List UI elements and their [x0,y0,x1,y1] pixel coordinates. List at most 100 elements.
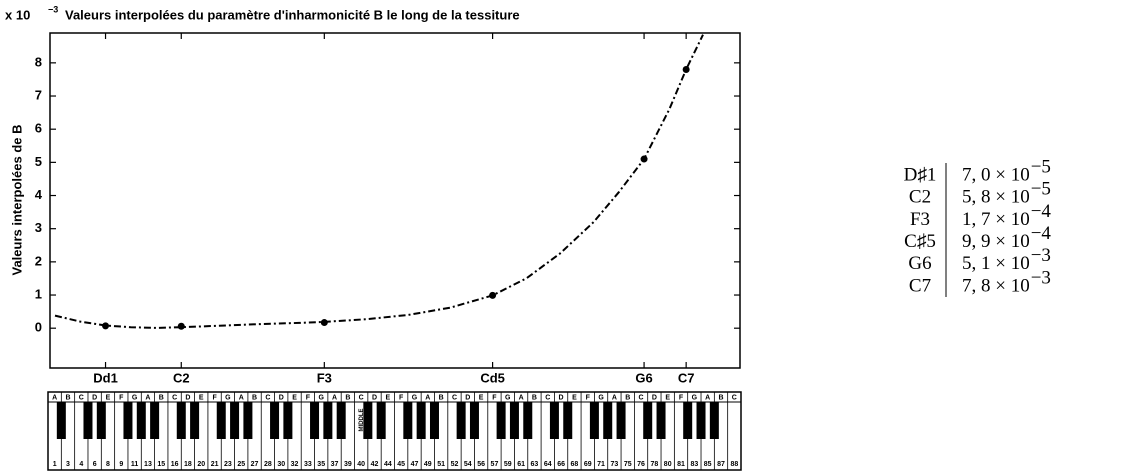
black-key [310,402,320,439]
key-number: 52 [451,461,459,468]
key-note: G [692,394,698,401]
key-note: G [412,394,418,401]
key-number: 40 [357,461,365,468]
black-key [709,402,719,439]
table-value: 7, 8 × 10 [962,275,1030,296]
key-note: C [639,394,644,401]
key-number: 80 [664,461,672,468]
key-note: B [625,394,630,401]
table-exponent: −3 [1031,267,1051,288]
key-number: 76 [637,461,645,468]
key-number: 88 [730,461,738,468]
key-number: 4 [79,461,83,468]
key-number: 75 [624,461,632,468]
key-note: F [679,394,684,401]
data-point [177,322,185,330]
black-key [243,402,253,439]
key-note: E [665,394,670,401]
key-note: A [239,394,244,401]
key-number: 63 [531,461,539,468]
key-number: 69 [584,461,592,468]
black-key [216,402,226,439]
data-point [640,155,648,163]
table-value: 1, 7 × 10 [962,209,1030,230]
key-number: 28 [264,461,272,468]
key-note: F [212,394,217,401]
key-note: C [732,394,737,401]
key-note: A [612,394,617,401]
key-number: 33 [304,461,312,468]
table-exponent: −4 [1031,201,1052,222]
y-tick-label: 4 [35,187,43,202]
y-tick-label: 6 [35,121,42,136]
black-key [376,402,386,439]
key-note: G [505,394,511,401]
table-note: G6 [908,253,931,274]
key-number: 9 [119,461,123,468]
table-note: C2 [909,187,931,208]
key-number: 8 [106,461,110,468]
x-tick-label: Dd1 [93,370,118,385]
black-key [616,402,626,439]
black-key [83,402,93,439]
key-number: 57 [491,461,499,468]
black-key [509,402,519,439]
black-key [696,402,706,439]
key-note: B [532,394,537,401]
black-key [363,402,373,439]
table-note: C7 [909,275,931,296]
key-note: C [452,394,457,401]
middle-c-label: MIDDLE [359,409,365,432]
key-note: E [386,394,391,401]
key-note: A [332,394,337,401]
key-number: 56 [477,461,485,468]
table-value: 9, 9 × 10 [962,231,1030,252]
x-tick-label: F3 [317,370,332,385]
black-key [230,402,240,439]
key-note: A [519,394,524,401]
key-note: C [172,394,177,401]
black-key [656,402,666,439]
table-value: 5, 8 × 10 [962,187,1030,208]
key-number: 15 [157,461,165,468]
black-key [589,402,599,439]
key-note: D [652,394,657,401]
key-note: F [306,394,311,401]
data-point [682,65,690,73]
key-note: B [718,394,723,401]
key-number: 35 [317,461,325,468]
black-key [603,402,613,439]
key-number: 27 [251,461,259,468]
x-tick-label: C7 [678,370,695,385]
y-tick-label: 2 [35,253,42,268]
key-note: F [492,394,497,401]
key-number: 32 [291,461,299,468]
interpolation-curve [54,34,704,329]
key-note: D [372,394,377,401]
key-note: D [92,394,97,401]
key-number: 45 [397,461,405,468]
black-key [56,402,66,439]
key-note: B [439,394,444,401]
x-tick-label: G6 [635,370,652,385]
black-key [336,402,346,439]
table-note: C♯5 [904,231,936,252]
y-tick-label: 1 [35,286,42,301]
key-number: 47 [411,461,419,468]
table-exponent: −4 [1031,223,1052,244]
black-key [416,402,426,439]
black-key [469,402,479,439]
y-multiplier-exponent: −3 [48,4,58,14]
black-key [429,402,439,439]
x-tick-label: C2 [173,370,190,385]
key-note: C [359,394,364,401]
black-key [323,402,333,439]
key-note: E [479,394,484,401]
key-note: E [199,394,204,401]
key-number: 25 [237,461,245,468]
key-number: 73 [610,461,618,468]
key-note: E [292,394,297,401]
key-note: D [559,394,564,401]
key-note: B [252,394,257,401]
